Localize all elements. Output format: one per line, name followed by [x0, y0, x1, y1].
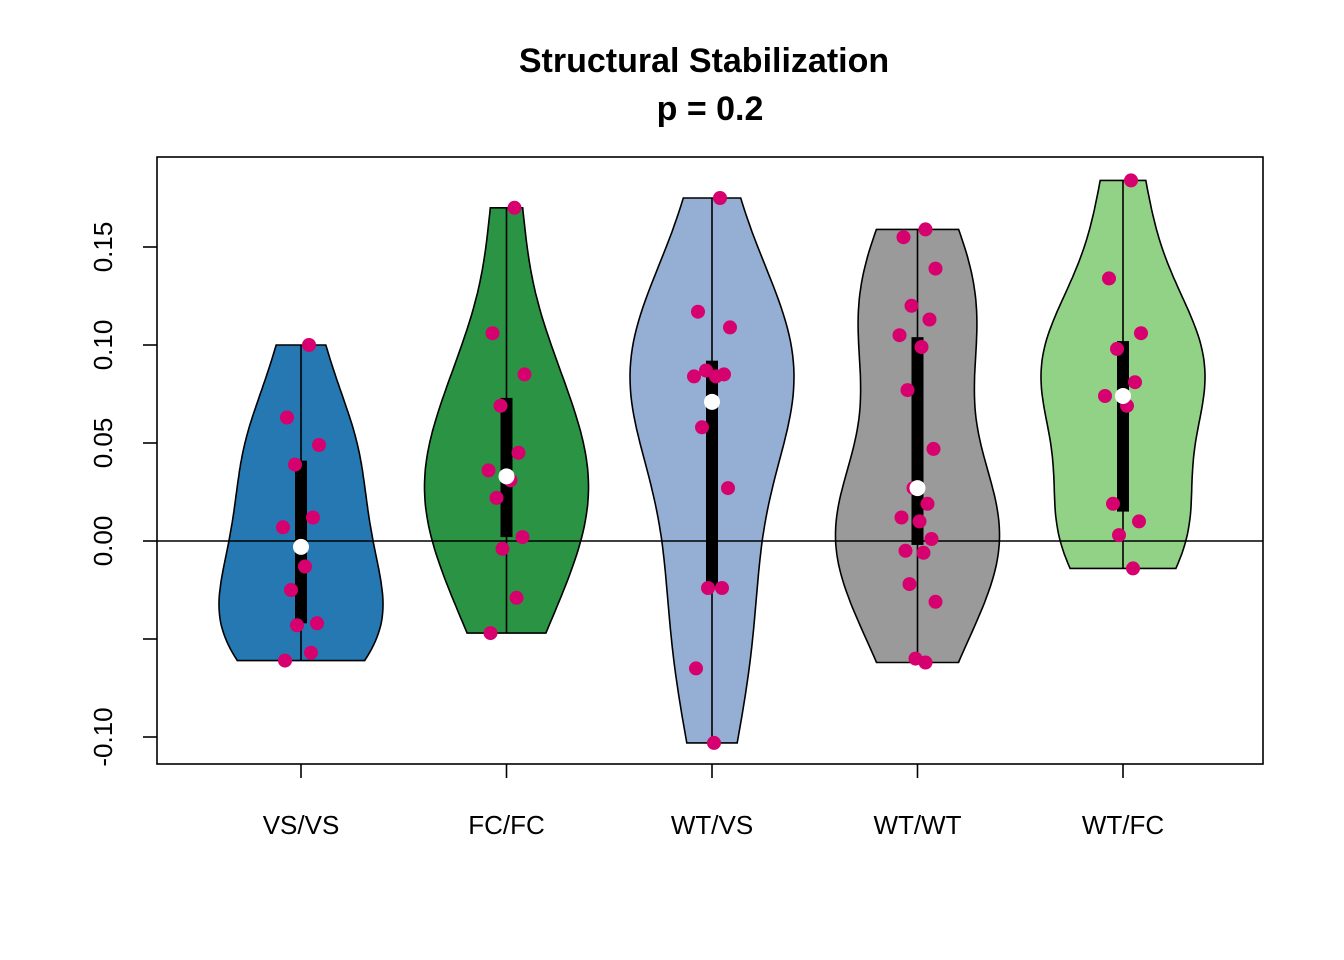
- data-point: [1124, 173, 1138, 188]
- data-point: [1132, 514, 1146, 529]
- data-point: [894, 510, 909, 525]
- iqr-box: [500, 397, 513, 538]
- chart-title: Structural Stabilization: [519, 42, 889, 80]
- data-point: [912, 514, 927, 529]
- x-tick-label: WT/WT: [873, 810, 961, 840]
- iqr-box: [706, 360, 718, 589]
- y-tick-label: 0.10: [88, 320, 118, 371]
- data-point: [493, 398, 508, 413]
- data-point: [507, 200, 522, 215]
- data-point: [276, 520, 290, 535]
- data-point: [701, 581, 715, 595]
- data-point: [515, 530, 530, 545]
- median-marker: [909, 480, 926, 497]
- x-tick-label: VS/VS: [263, 810, 340, 840]
- data-point: [896, 230, 911, 245]
- data-point: [713, 191, 727, 205]
- data-point: [278, 653, 292, 668]
- data-point: [517, 367, 532, 382]
- y-tick-label: 0.15: [88, 222, 118, 273]
- data-point: [1106, 496, 1120, 511]
- data-point: [511, 445, 526, 460]
- data-point: [485, 326, 500, 341]
- median-marker: [1115, 387, 1131, 404]
- iqr-box: [1117, 341, 1129, 512]
- data-point: [707, 735, 721, 750]
- data-point: [288, 457, 302, 472]
- data-point: [723, 320, 737, 335]
- data-point: [687, 369, 701, 384]
- data-point: [920, 496, 935, 511]
- data-point: [904, 298, 919, 313]
- data-point: [1112, 528, 1126, 543]
- data-point: [298, 559, 312, 574]
- data-point: [310, 616, 324, 631]
- median-marker: [293, 538, 309, 555]
- data-point: [695, 420, 709, 435]
- data-point: [481, 463, 496, 478]
- y-tick-label: 0.00: [88, 516, 118, 567]
- data-point: [1134, 326, 1148, 341]
- data-point: [898, 543, 913, 558]
- x-tick-label: WT/FC: [1082, 810, 1164, 840]
- x-tick-label: WT/VS: [671, 810, 753, 840]
- data-point: [284, 583, 298, 597]
- data-point: [312, 438, 326, 452]
- data-point: [715, 581, 729, 595]
- data-point: [495, 541, 510, 556]
- data-point: [721, 481, 735, 496]
- plot-area: -0.10 0.00 0.05 0.10 0.15 VS/VS FC/FC WT/VS WT/W…: [88, 156, 1264, 840]
- median-marker: [704, 393, 720, 410]
- data-point: [1098, 389, 1112, 403]
- data-point: [290, 618, 304, 633]
- data-point: [302, 338, 316, 352]
- data-point: [489, 490, 504, 505]
- data-point: [709, 369, 723, 384]
- y-tick-label: 0.05: [88, 418, 118, 469]
- data-point: [900, 383, 915, 398]
- data-point: [1102, 271, 1116, 286]
- data-point: [304, 645, 318, 660]
- data-point: [928, 594, 943, 609]
- iqr-box: [911, 337, 924, 545]
- data-point: [926, 441, 941, 456]
- data-point: [483, 626, 498, 641]
- data-point: [916, 545, 931, 560]
- data-point: [918, 222, 933, 237]
- y-tick-label: -0.10: [88, 707, 118, 766]
- data-point: [280, 410, 294, 425]
- data-point: [902, 577, 917, 592]
- plot-frame: [156, 156, 1264, 765]
- data-point: [924, 532, 939, 546]
- x-tick-label: FC/FC: [468, 810, 545, 840]
- data-point: [691, 304, 705, 319]
- data-point: [509, 590, 524, 605]
- data-point: [689, 661, 703, 676]
- data-point: [1128, 375, 1142, 390]
- data-point: [1110, 341, 1124, 356]
- data-point: [306, 510, 320, 525]
- data-point: [918, 655, 933, 670]
- data-point: [928, 261, 943, 276]
- data-point: [892, 328, 907, 343]
- data-point: [1126, 561, 1140, 576]
- median-marker: [498, 468, 515, 485]
- data-point: [914, 340, 929, 354]
- chart-subtitle: p = 0.2: [657, 90, 764, 128]
- data-point: [922, 312, 937, 327]
